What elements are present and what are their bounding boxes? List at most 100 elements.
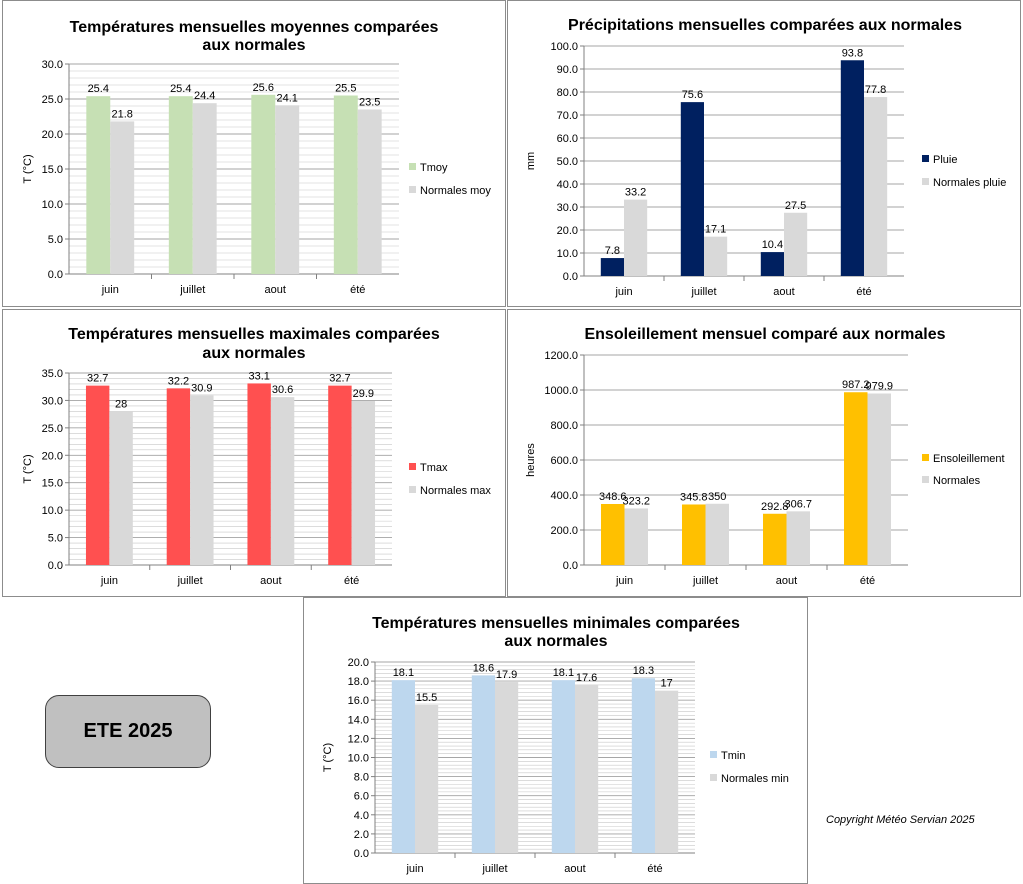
x-tick-label: juin	[100, 575, 118, 587]
data-label: 93.8	[842, 47, 863, 59]
data-label: 24.4	[194, 90, 215, 102]
legend-label: Pluie	[933, 154, 957, 166]
bar-normales-pluie	[624, 199, 648, 276]
y-tick-label: 100.0	[550, 41, 578, 53]
y-tick-label: 1000.0	[544, 385, 578, 397]
data-label: 18.3	[633, 665, 654, 677]
bar-tmax	[85, 385, 110, 565]
bar-normales-min	[415, 704, 439, 853]
y-tick-label: 2.0	[354, 829, 369, 841]
y-tick-label: 6.0	[354, 791, 369, 803]
y-tick-label: 5.0	[48, 234, 63, 246]
bar-tmoy	[86, 96, 111, 274]
y-tick-label: 0.0	[48, 560, 63, 572]
bar-ensoleillement	[682, 504, 706, 565]
legend-label: Tmoy	[420, 162, 448, 174]
legend-swatch	[409, 186, 416, 193]
y-axis-label: T (°C)	[322, 743, 334, 772]
y-tick-label: 70.0	[557, 110, 578, 122]
data-label: 979.9	[865, 381, 893, 393]
chart-title: aux normales	[202, 345, 305, 362]
y-tick-label: 400.0	[550, 490, 578, 502]
bar-normales-min	[575, 684, 599, 853]
data-label: 25.6	[253, 82, 274, 94]
y-tick-label: 1200.0	[544, 350, 578, 362]
chart-title: Températures mensuelles moyennes comparé…	[70, 19, 439, 36]
y-tick-label: 15.0	[42, 478, 63, 490]
y-tick-label: 20.0	[42, 450, 63, 462]
x-tick-label: été	[350, 284, 365, 296]
legend-swatch	[409, 163, 416, 170]
y-tick-label: 10.0	[42, 505, 63, 517]
x-tick-label: été	[856, 286, 871, 298]
chart-panel-sun: Ensoleillement mensuel comparé aux norma…	[507, 309, 1021, 597]
data-label: 23.5	[359, 97, 380, 109]
data-label: 30.6	[272, 384, 293, 396]
legend-label: Normales	[933, 475, 981, 487]
data-label: 32.7	[329, 373, 350, 385]
bar-ensoleillement	[601, 503, 625, 565]
bar-normales	[705, 503, 729, 565]
bar-normales-pluie	[864, 97, 888, 276]
x-tick-label: juillet	[690, 286, 716, 298]
y-tick-label: 0.0	[48, 269, 63, 281]
x-tick-label: juin	[101, 284, 119, 296]
chart-rain: Précipitations mensuelles comparées aux …	[525, 17, 1006, 298]
y-tick-label: 800.0	[550, 420, 578, 432]
y-tick-label: 60.0	[557, 133, 578, 145]
y-tick-label: 20.0	[557, 225, 578, 237]
legend-label: Normales min	[721, 773, 789, 785]
bar-ensoleillement	[763, 513, 787, 565]
y-tick-label: 5.0	[48, 533, 63, 545]
chart-sun: Ensoleillement mensuel comparé aux norma…	[525, 326, 1005, 587]
x-tick-label: juillet	[481, 863, 507, 875]
x-tick-label: aout	[776, 575, 797, 587]
y-tick-label: 20.0	[42, 129, 63, 141]
x-tick-label: été	[647, 863, 662, 875]
data-label: 25.4	[170, 83, 191, 95]
bar-normales-moy	[357, 109, 382, 274]
legend-swatch	[710, 774, 717, 781]
bar-pluie	[760, 252, 784, 276]
bar-tmoy	[251, 94, 276, 274]
chart-title: aux normales	[504, 633, 607, 650]
y-tick-label: 10.0	[42, 199, 63, 211]
y-tick-label: 200.0	[550, 525, 578, 537]
data-label: 292.8	[761, 501, 789, 513]
y-tick-label: 80.0	[557, 87, 578, 99]
bar-tmin	[391, 680, 415, 853]
data-label: 33.2	[625, 187, 646, 199]
x-tick-label: juillet	[177, 575, 203, 587]
legend-label: Normales max	[420, 485, 491, 497]
y-tick-label: 16.0	[348, 695, 369, 707]
data-label: 350	[708, 491, 726, 503]
bar-tmin	[631, 678, 655, 853]
chart-tmax: Températures mensuelles maximales compar…	[22, 326, 491, 587]
x-tick-label: juin	[615, 575, 633, 587]
data-label: 21.8	[112, 108, 133, 120]
y-tick-label: 25.0	[42, 94, 63, 106]
chart-title: aux normales	[202, 37, 305, 54]
data-label: 10.4	[762, 239, 783, 251]
bar-normales-max	[270, 397, 295, 565]
y-tick-label: 14.0	[348, 714, 369, 726]
y-tick-label: 40.0	[557, 179, 578, 191]
bar-pluie	[600, 258, 624, 276]
season-badge: ETE 2025	[45, 695, 211, 768]
bar-tmax	[166, 388, 191, 565]
data-label: 7.8	[605, 245, 620, 257]
data-label: 32.7	[87, 373, 108, 385]
data-label: 18.6	[473, 662, 494, 674]
x-tick-label: aout	[265, 284, 286, 296]
bar-normales	[867, 393, 891, 565]
y-tick-label: 600.0	[550, 455, 578, 467]
y-tick-label: 0.0	[563, 560, 578, 572]
bar-normales	[786, 511, 810, 565]
data-label: 27.5	[785, 200, 806, 212]
bar-normales-moy	[275, 105, 300, 274]
bar-normales-moy	[110, 121, 135, 275]
y-tick-label: 30.0	[557, 202, 578, 214]
y-tick-label: 35.0	[42, 368, 63, 380]
bar-normales-min	[495, 682, 519, 853]
y-tick-label: 30.0	[42, 59, 63, 71]
